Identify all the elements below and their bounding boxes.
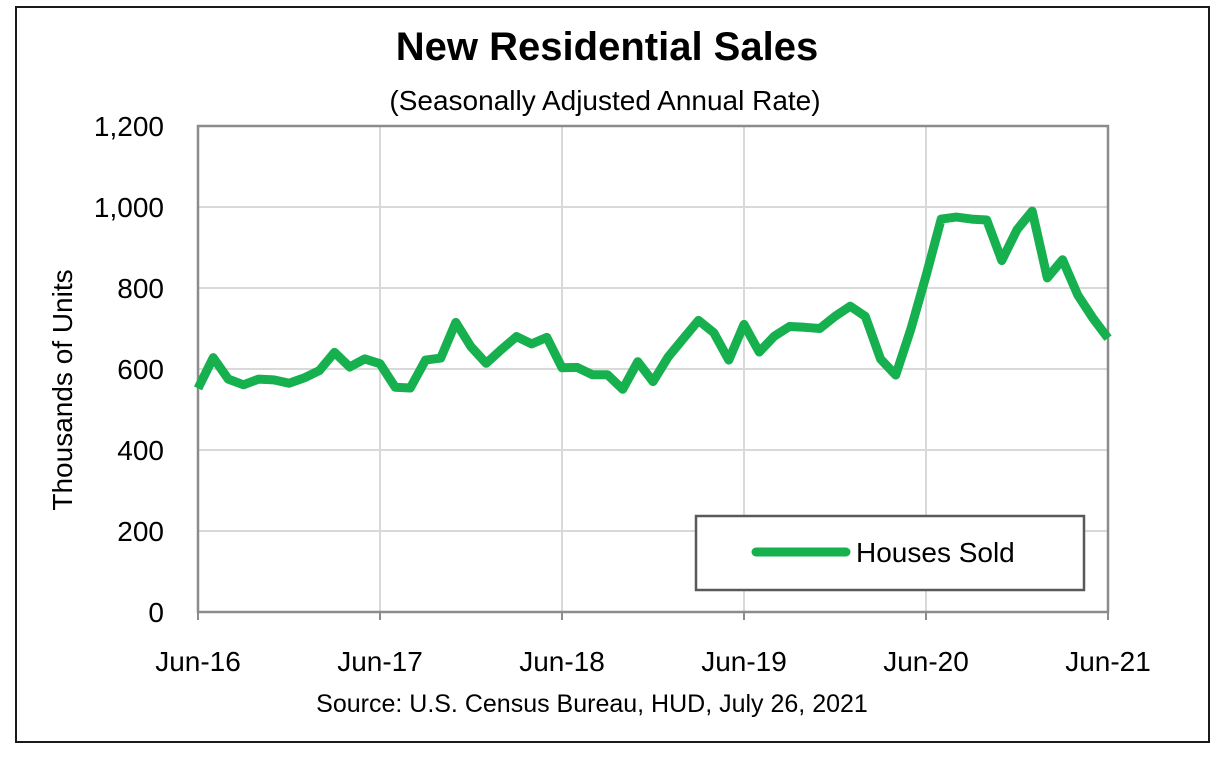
- plot-area-border: [196, 124, 1110, 614]
- legend: Houses Sold: [694, 514, 1086, 592]
- chart-subtitle: (Seasonally Adjusted Annual Rate): [389, 85, 820, 116]
- y-tick-label: 1,000: [94, 192, 164, 223]
- y-tick-label: 0: [148, 597, 164, 628]
- source-note: Source: U.S. Census Bureau, HUD, July 26…: [316, 690, 868, 718]
- chart-title: New Residential Sales: [396, 25, 818, 69]
- x-tick-label: Jun-20: [883, 646, 969, 677]
- series-layer: [193, 206, 1112, 394]
- y-tick-label: 800: [117, 273, 164, 304]
- x-tick-label: Jun-19: [701, 646, 787, 677]
- y-axis-ticks: 0 200 400 600 800 1,000 1,200: [94, 111, 164, 628]
- y-axis-label: Thousands of Units: [47, 269, 78, 510]
- x-axis-ticks: Jun-16 Jun-17 Jun-18 Jun-19 Jun-20 Jun-21: [155, 612, 1151, 677]
- x-tick-label: Jun-21: [1065, 646, 1151, 677]
- y-tick-label: 400: [117, 435, 164, 466]
- y-tick-label: 200: [117, 516, 164, 547]
- y-tick-label: 600: [117, 354, 164, 385]
- y-tick-label: 1,200: [94, 111, 164, 142]
- x-tick-label: Jun-17: [337, 646, 423, 677]
- x-tick-label: Jun-16: [155, 646, 241, 677]
- x-tick-label: Jun-18: [519, 646, 605, 677]
- series-line-houses-sold: [193, 206, 1112, 394]
- legend-label-houses-sold: Houses Sold: [856, 537, 1015, 568]
